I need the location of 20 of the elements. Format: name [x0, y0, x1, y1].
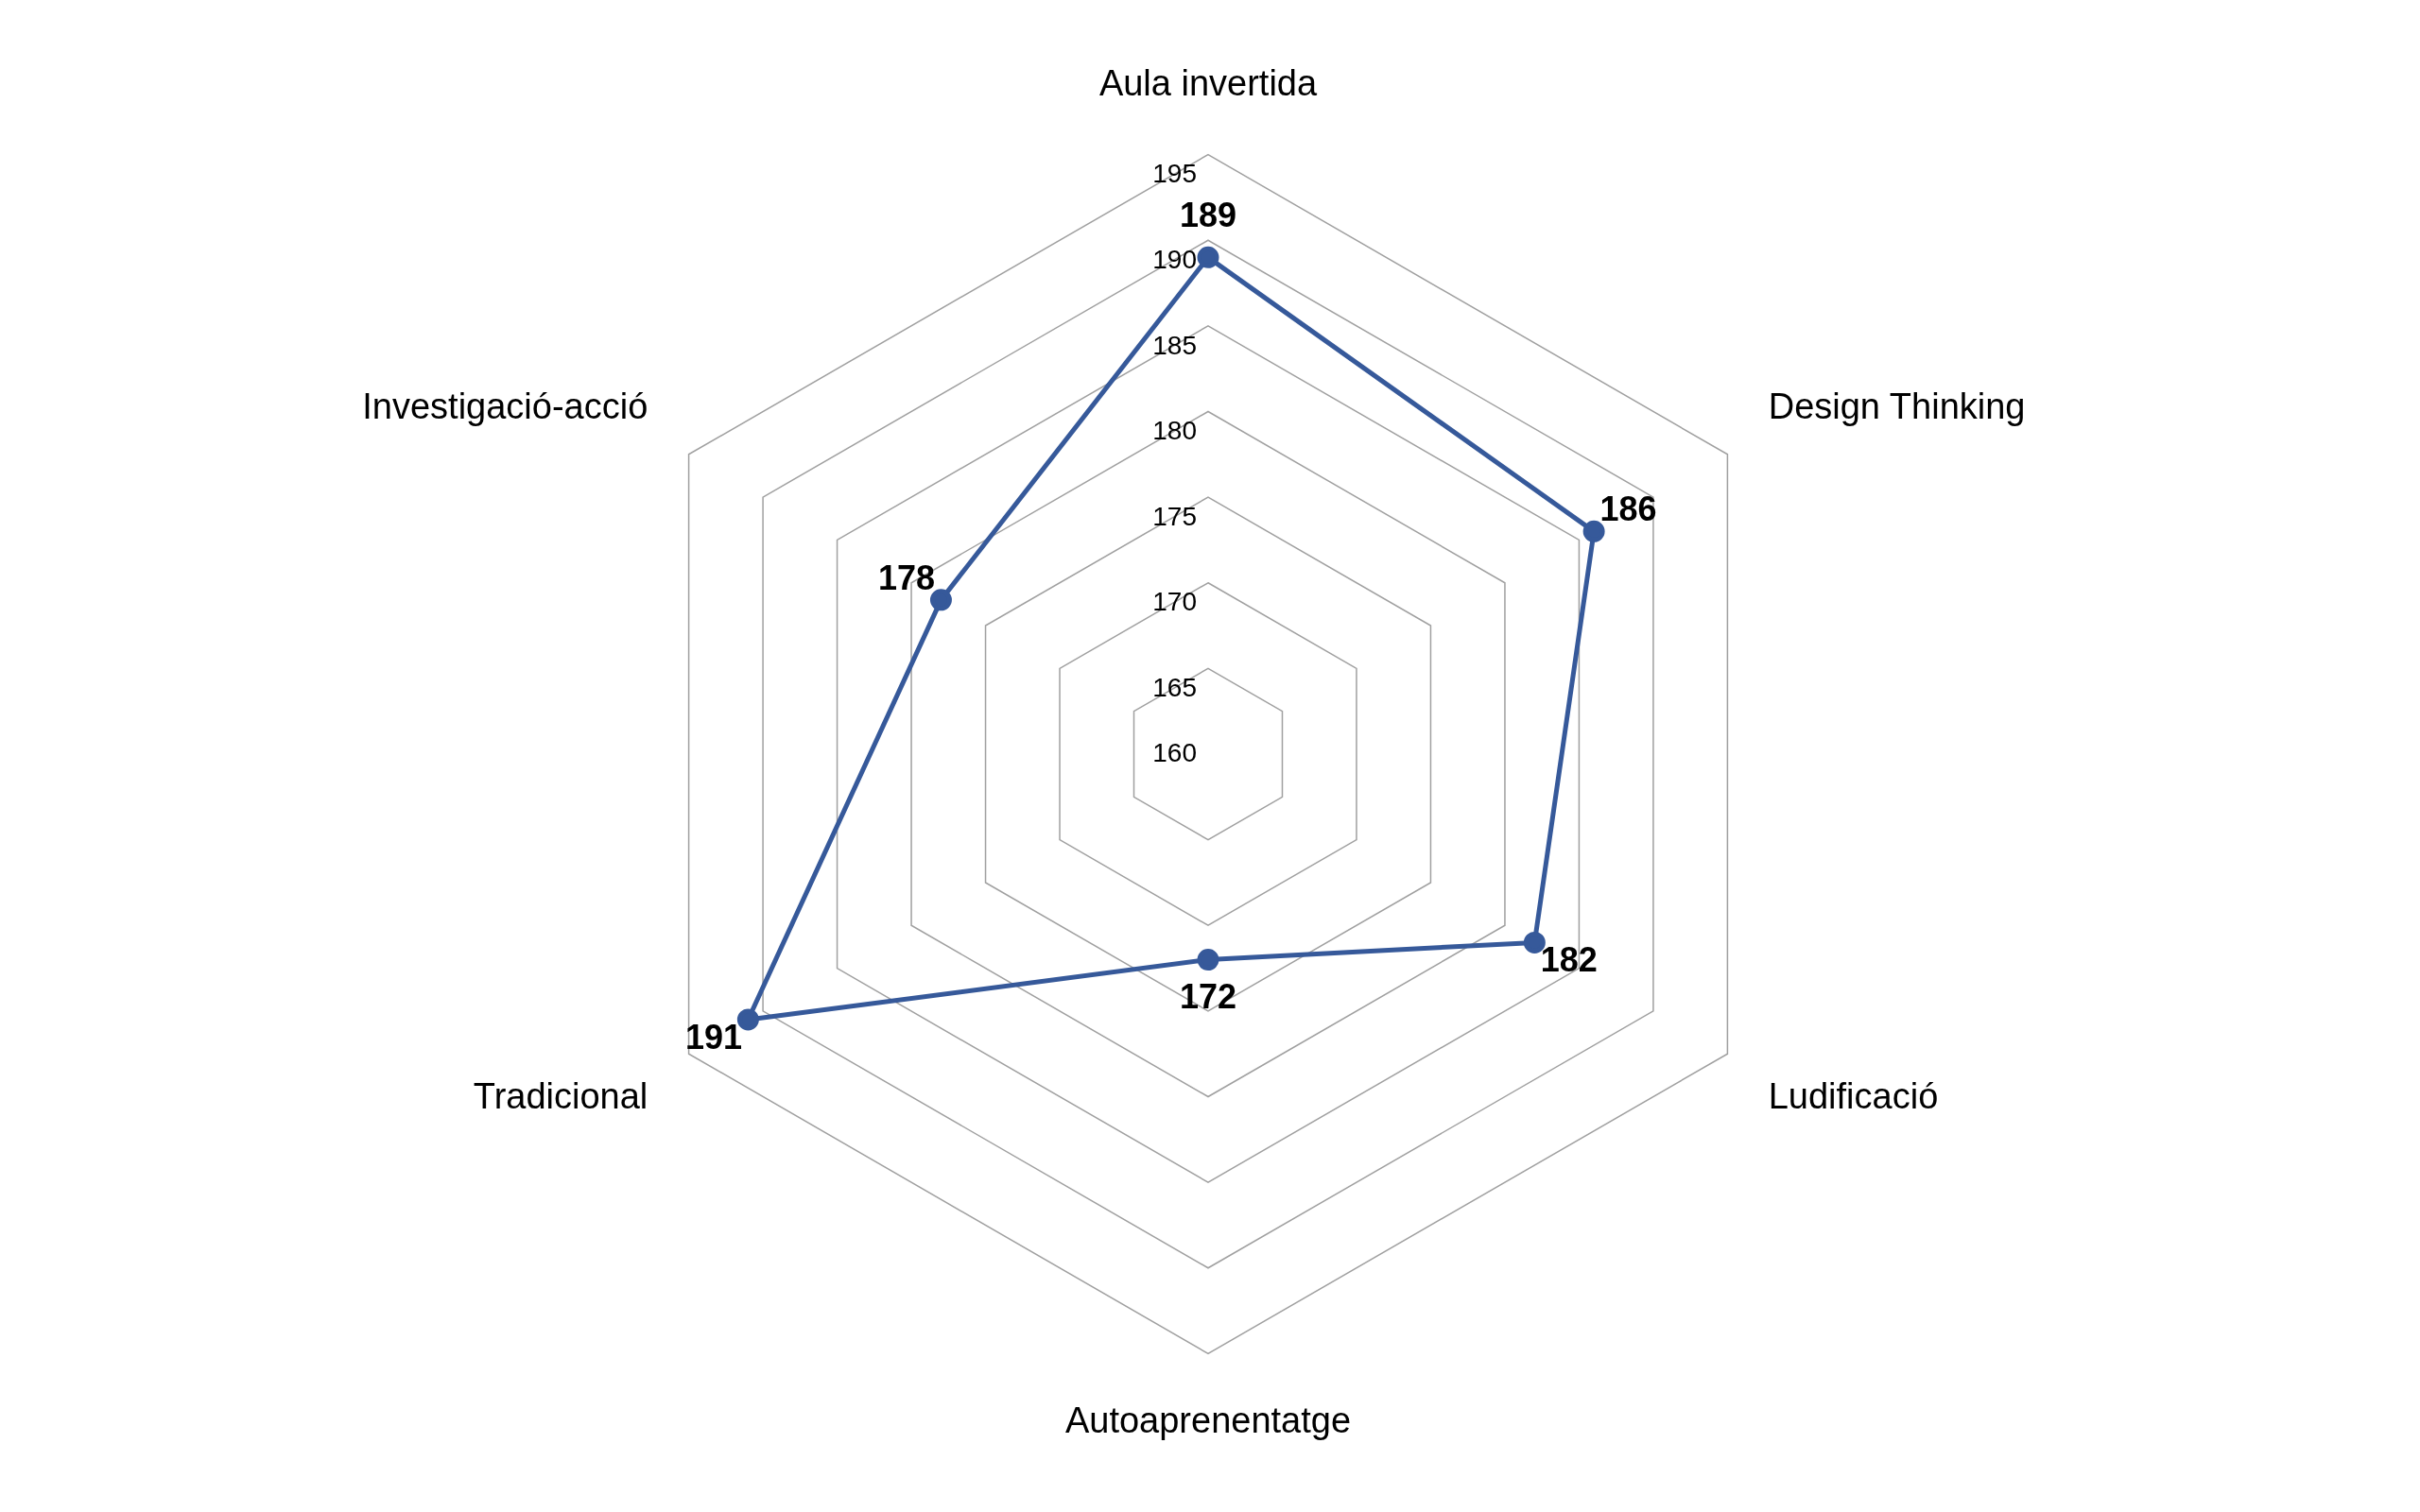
data-label: 191: [684, 1017, 743, 1057]
y-tick-label: 180: [1152, 416, 1197, 446]
data-label: 172: [1179, 977, 1237, 1017]
data-label: 178: [878, 558, 936, 597]
y-tick-label: 190: [1152, 244, 1197, 274]
spoke-label: Ludificació: [1768, 1076, 1939, 1117]
data-label: 189: [1179, 196, 1237, 235]
y-tick-label: 160: [1152, 737, 1197, 767]
spoke-label: Tradicional: [473, 1076, 648, 1117]
data-label: 186: [1599, 490, 1657, 529]
spoke-label: Design Thinking: [1768, 387, 2026, 427]
data-label: 182: [1540, 940, 1598, 980]
spoke-label: Investigació-acció: [362, 387, 648, 427]
spoke-label: Aula invertida: [1098, 63, 1318, 104]
y-tick-label: 170: [1152, 587, 1197, 617]
spoke-label: Autoaprenentatge: [1064, 1400, 1352, 1440]
y-tick-label: 185: [1152, 330, 1197, 360]
y-tick-label: 175: [1152, 501, 1197, 531]
y-tick-label: 195: [1152, 159, 1197, 189]
y-tick-label: 165: [1152, 673, 1197, 703]
